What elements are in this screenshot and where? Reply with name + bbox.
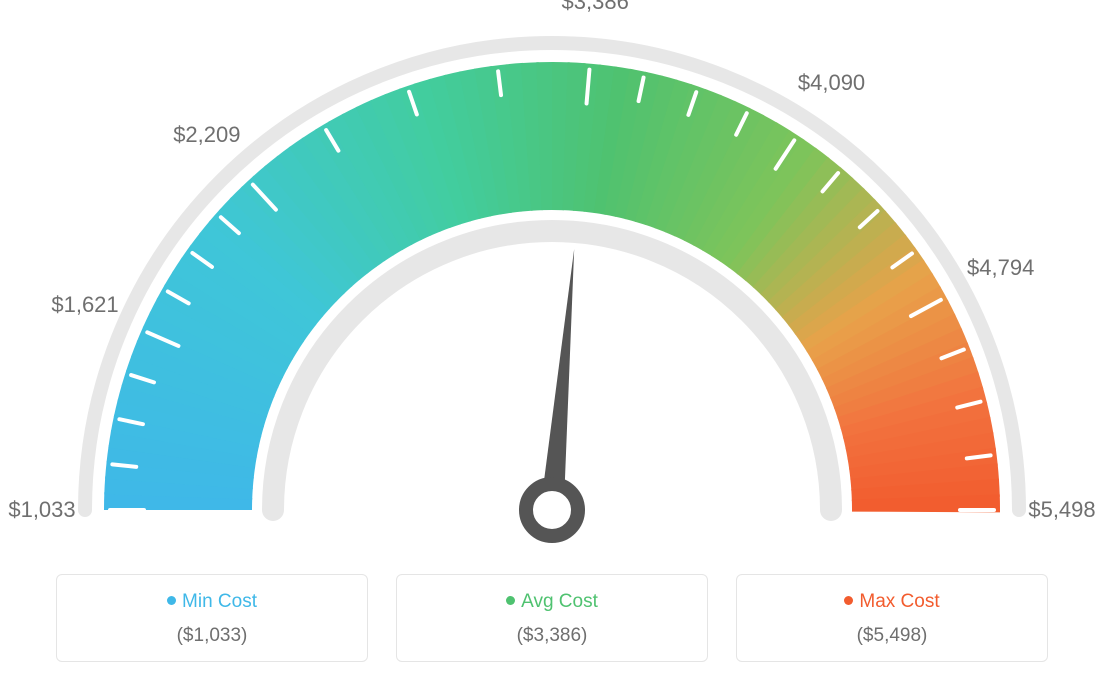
- legend-card-min: Min Cost ($1,033): [56, 574, 368, 662]
- legend-row: Min Cost ($1,033) Avg Cost ($3,386) Max …: [56, 574, 1048, 662]
- legend-max-dot: [844, 596, 853, 605]
- gauge-chart: $1,033 $1,621 $2,209 $3,386 $4,090 $4,794 $5,4…: [0, 0, 1104, 560]
- legend-max-label: Max Cost: [859, 591, 939, 612]
- legend-min-value: ($1,033): [67, 625, 357, 647]
- legend-card-max: Max Cost ($5,498): [736, 574, 1048, 662]
- legend-min-label: Min Cost: [182, 591, 257, 612]
- legend-card-avg: Avg Cost ($3,386): [396, 574, 708, 662]
- legend-avg-title: Avg Cost: [407, 591, 697, 613]
- cost-gauge-container: $1,033 $1,621 $2,209 $3,386 $4,090 $4,794 $5,4…: [0, 0, 1104, 690]
- legend-max-value: ($5,498): [747, 625, 1037, 647]
- legend-avg-dot: [506, 596, 515, 605]
- gauge-tick-label: $5,498: [1028, 497, 1095, 523]
- gauge-tick-label: $1,033: [8, 497, 75, 523]
- gauge-tick-label: $3,386: [562, 0, 629, 15]
- legend-avg-value: ($3,386): [407, 625, 697, 647]
- legend-min-title: Min Cost: [67, 591, 357, 613]
- gauge-tick-label: $4,794: [967, 255, 1034, 281]
- legend-max-title: Max Cost: [747, 591, 1037, 613]
- legend-avg-label: Avg Cost: [521, 591, 598, 612]
- gauge-tick-label: $4,090: [798, 70, 865, 96]
- gauge-tick-label: $1,621: [51, 292, 118, 318]
- gauge-tick-label: $2,209: [173, 122, 240, 148]
- legend-min-dot: [167, 596, 176, 605]
